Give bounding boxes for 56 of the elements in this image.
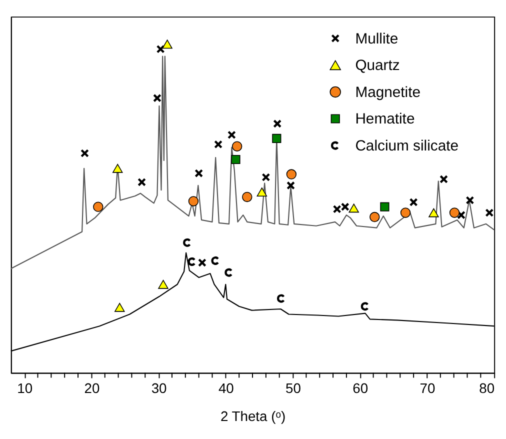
point: [112, 164, 123, 173]
point: [138, 178, 146, 186]
point: [485, 208, 494, 217]
x-tick-label: 10: [17, 380, 33, 396]
point: [409, 198, 418, 206]
point: [188, 257, 196, 266]
point: [340, 202, 350, 212]
point: [286, 181, 295, 190]
x-tick-label: 70: [420, 380, 436, 396]
point: [114, 302, 125, 312]
point: [276, 294, 285, 303]
legend-label: Calcium silicate: [355, 138, 459, 155]
point: [242, 192, 252, 202]
point: [231, 154, 240, 164]
point: [273, 119, 282, 128]
point: [348, 204, 359, 213]
point: [256, 188, 268, 197]
x-tick-label: 40: [218, 380, 234, 396]
point: [194, 169, 204, 178]
x-tick-label: 60: [352, 380, 368, 396]
x-tick-label: 30: [151, 380, 168, 396]
x-tick-label: 80: [479, 380, 495, 396]
point: [156, 44, 165, 54]
legend-label: Hematite: [355, 112, 415, 128]
point: [272, 134, 282, 144]
legend-label: Mullite: [355, 31, 398, 48]
point: [286, 169, 297, 180]
point: [188, 196, 199, 206]
point: [428, 208, 439, 218]
point: [232, 141, 242, 152]
point: [158, 280, 168, 289]
point: [466, 196, 474, 204]
point: [93, 202, 104, 212]
point: [80, 149, 89, 158]
point: [440, 174, 448, 184]
point: [211, 256, 220, 265]
point: [456, 210, 466, 220]
point: [224, 268, 232, 277]
point: [262, 173, 270, 182]
point: [332, 204, 342, 214]
point: [360, 302, 369, 311]
x-tick-label: 50: [286, 380, 302, 396]
x-axis-title: 2 Theta (ᵒ): [220, 408, 286, 424]
point: [162, 40, 172, 49]
point: [152, 94, 162, 102]
point: [198, 258, 206, 267]
legend-label: Magnetite: [355, 84, 421, 101]
point: [214, 140, 223, 149]
point: [380, 202, 390, 212]
point: [449, 208, 460, 218]
point: [183, 238, 191, 247]
legend-label: Quartz: [355, 58, 400, 74]
point: [400, 208, 411, 218]
point: [370, 212, 380, 222]
x-tick-label: 20: [84, 380, 100, 396]
point: [227, 130, 236, 140]
